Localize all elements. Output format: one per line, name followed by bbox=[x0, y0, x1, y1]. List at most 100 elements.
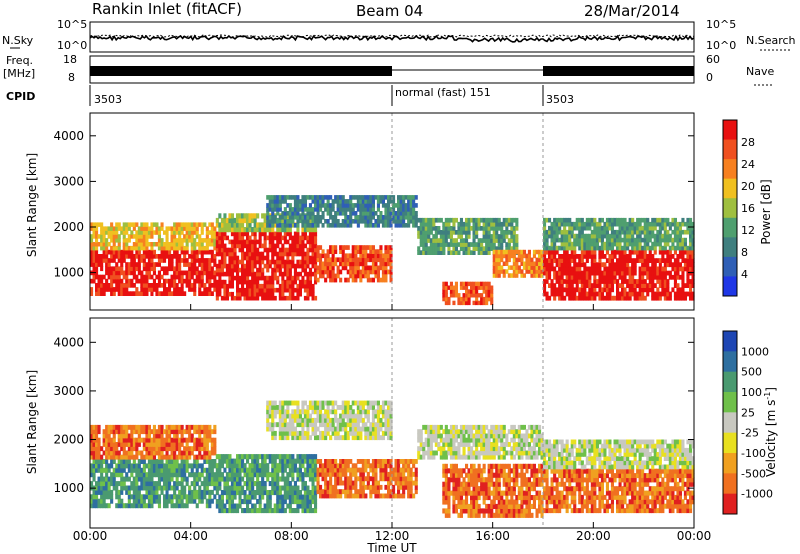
heat-cell bbox=[590, 287, 594, 293]
heat-cell bbox=[203, 283, 207, 288]
heat-cell bbox=[621, 249, 625, 255]
heat-cell bbox=[550, 229, 554, 235]
heat-cell bbox=[268, 203, 272, 208]
heat-cell bbox=[208, 258, 212, 263]
heat-cell bbox=[291, 247, 295, 253]
heat-cell bbox=[613, 262, 617, 268]
heat-cell bbox=[97, 446, 101, 452]
heat-cell bbox=[246, 222, 250, 228]
heat-cell bbox=[140, 494, 144, 500]
heat-cell bbox=[278, 454, 282, 460]
heat-cell bbox=[641, 266, 645, 272]
heat-cell bbox=[389, 249, 393, 254]
heat-cell bbox=[525, 269, 529, 274]
heat-cell bbox=[112, 254, 116, 259]
heat-cell bbox=[105, 494, 109, 500]
heat-cell bbox=[105, 249, 109, 255]
heat-cell bbox=[160, 433, 164, 439]
heat-cell bbox=[261, 267, 265, 273]
heat-cell bbox=[132, 234, 136, 239]
heat-cell bbox=[487, 289, 491, 294]
heat-cell bbox=[183, 278, 187, 284]
heat-cell bbox=[354, 211, 358, 216]
heat-cell bbox=[105, 254, 109, 259]
heat-cell bbox=[409, 195, 413, 200]
heat-cell bbox=[492, 265, 496, 270]
heat-cell bbox=[311, 287, 315, 293]
heat-cell bbox=[258, 291, 262, 297]
heat-cell bbox=[288, 219, 292, 224]
heat-cell bbox=[553, 266, 557, 272]
heat-cell bbox=[351, 203, 355, 208]
heat-cell bbox=[125, 254, 129, 259]
heat-cell bbox=[130, 503, 134, 509]
heat-cell bbox=[608, 262, 612, 268]
heat-cell bbox=[598, 270, 602, 276]
heat-cell bbox=[230, 222, 234, 228]
heat-cell bbox=[324, 435, 328, 441]
heat-cell bbox=[568, 274, 572, 280]
heat-cell bbox=[605, 291, 609, 297]
heat-cell bbox=[163, 463, 167, 469]
heat-cell bbox=[356, 199, 360, 204]
cpid-segment-2: 3503 bbox=[546, 93, 574, 106]
heat-cell bbox=[145, 437, 149, 443]
heat-cell bbox=[303, 430, 307, 436]
heat-cell bbox=[306, 215, 310, 220]
heat-cell bbox=[233, 490, 237, 496]
heat-cell bbox=[439, 238, 443, 243]
heat-cell bbox=[585, 291, 589, 297]
heat-cell bbox=[155, 262, 159, 267]
heat-cell bbox=[165, 472, 169, 478]
heat-cell bbox=[673, 221, 677, 227]
heat-cell bbox=[253, 263, 257, 269]
heat-cell bbox=[558, 291, 562, 297]
heat-cell bbox=[646, 245, 650, 251]
heat-cell bbox=[379, 195, 383, 200]
heat-cell bbox=[228, 494, 232, 500]
heat-cell bbox=[532, 265, 536, 270]
heat-cell bbox=[588, 295, 592, 301]
heat-cell bbox=[681, 229, 685, 235]
heat-cell bbox=[286, 490, 290, 496]
heat-cell bbox=[165, 266, 169, 272]
heat-cell bbox=[173, 254, 177, 259]
heat-cell bbox=[610, 283, 614, 288]
heat-cell bbox=[203, 446, 207, 452]
heat-cell bbox=[296, 207, 300, 212]
heat-cell bbox=[160, 442, 164, 447]
heat-cell bbox=[351, 265, 355, 271]
heat-cell bbox=[298, 291, 302, 297]
heat-cell bbox=[301, 243, 305, 249]
heat-cell bbox=[97, 467, 101, 473]
heat-cell bbox=[157, 238, 161, 243]
heat-cell bbox=[623, 229, 627, 235]
heat-cell bbox=[215, 476, 219, 482]
heat-cell bbox=[135, 485, 139, 491]
heat-cell bbox=[681, 274, 685, 280]
heat-cell bbox=[266, 247, 270, 253]
heat-cell bbox=[268, 413, 272, 419]
heat-cell bbox=[152, 498, 156, 504]
heat-cell bbox=[225, 227, 229, 233]
heat-cell bbox=[560, 217, 564, 223]
heat-cell bbox=[331, 249, 335, 254]
heat-cell bbox=[595, 279, 599, 284]
heat-cell bbox=[351, 211, 355, 216]
heat-cell bbox=[563, 237, 567, 243]
heat-cell bbox=[339, 405, 343, 410]
heat-cell bbox=[256, 481, 260, 487]
heat-cell bbox=[152, 446, 156, 452]
heat-cell bbox=[200, 278, 204, 284]
heat-cell bbox=[135, 454, 139, 460]
heat-cell bbox=[618, 249, 622, 255]
heat-cell bbox=[273, 263, 277, 269]
heat-cell bbox=[636, 291, 640, 297]
heat-cell bbox=[424, 242, 428, 247]
heat-cell bbox=[293, 435, 297, 441]
heat-cell bbox=[301, 251, 305, 257]
heat-cell bbox=[301, 211, 305, 216]
heat-cell bbox=[125, 262, 129, 267]
heat-cell bbox=[125, 450, 129, 456]
heat-cell bbox=[482, 238, 486, 243]
